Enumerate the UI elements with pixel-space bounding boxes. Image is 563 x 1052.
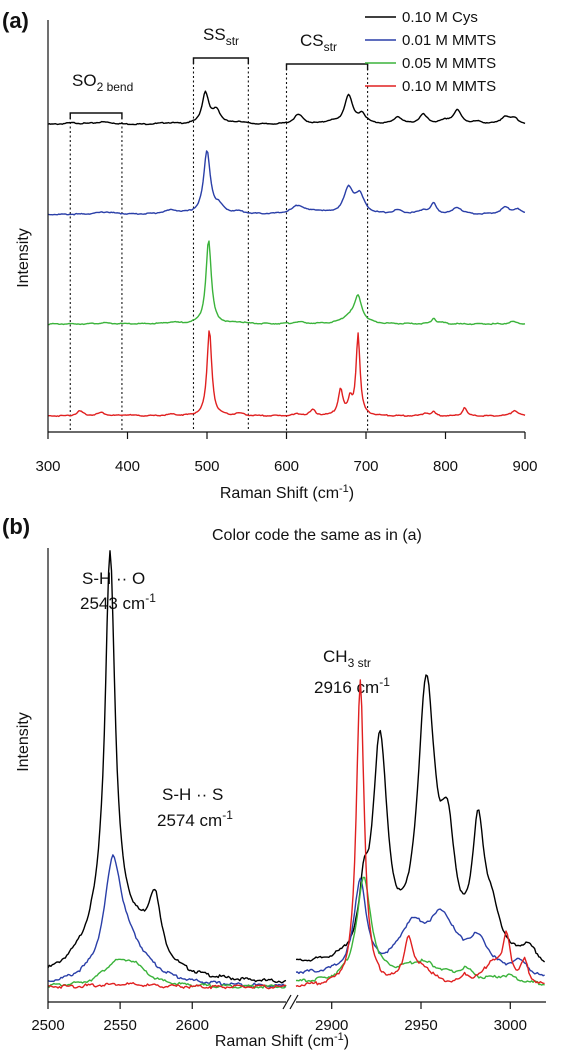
legend-label-005-mmts: 0.05 M MMTS	[402, 55, 496, 72]
legend-entry-005-mmts: 0.05 M MMTS	[365, 55, 496, 72]
annotation-bracket-1	[192, 57, 250, 64]
panel-a-x-axis-title: Raman Shift (cm-1)	[220, 483, 354, 502]
annotation-sh-s-label: S-H ·· S	[162, 785, 223, 804]
panel-b-tick-label-2950: 2950	[404, 1017, 437, 1034]
legend-label-cys: 0.10 M Cys	[402, 9, 478, 26]
panel-a-tick-label-300: 300	[35, 458, 60, 475]
panel-a-y-axis-title: Intensity	[15, 228, 32, 288]
panel-b-x-axis-title: Raman Shift (cm-1)	[215, 1031, 349, 1050]
annotation-sh-o-shift: 2543 cm-1	[80, 591, 156, 613]
annotation-ch3-shift: 2916 cm-1	[314, 675, 390, 697]
panel-a-trace-0	[47, 90, 526, 126]
panel-b: (b) Color code the same as in (a) S-H ··…	[2, 514, 546, 1050]
panel-b-y-axis-title: Intensity	[15, 712, 32, 772]
legend-label-001-mmts: 0.01 M MMTS	[402, 32, 496, 49]
panel-a-trace-2	[47, 240, 526, 326]
panel-b-trace-right-2	[295, 876, 545, 986]
panel-b-trace-left-0	[47, 550, 287, 984]
legend-entry-010-mmts: 0.10 M MMTS	[365, 78, 496, 95]
panel-a-x-ticks: 300 400 500 600 700 800 900	[35, 432, 538, 475]
panel-b-tick-label-2600: 2600	[176, 1017, 209, 1034]
panel-a-traces	[47, 90, 526, 418]
panel-b-x-ticks: 2500 2550 2600 2900 2950 3000	[31, 1002, 527, 1034]
panel-b-trace-right-1	[295, 877, 545, 977]
panel-a-tick-label-900: 900	[512, 458, 537, 475]
panel-b-tick-label-2550: 2550	[103, 1017, 136, 1034]
annotation-sh-o-label: S-H ·· O	[82, 569, 145, 588]
panel-b-tick-label-2900: 2900	[315, 1017, 348, 1034]
axis-break-marker	[282, 994, 299, 1010]
panel-b-tick-label-2500: 2500	[31, 1017, 64, 1034]
panel-b-trace-left-3	[47, 982, 287, 990]
panel-a-tick-label-400: 400	[115, 458, 140, 475]
panel-a-tick-label-500: 500	[194, 458, 219, 475]
panel-a: (a) SO2 bend SSstr CSstr 300 400 500 600 700…	[2, 8, 538, 502]
panel-b-trace-right-0	[295, 674, 546, 963]
panel-a-trace-1	[47, 150, 526, 216]
panel-b-tick-label-3000: 3000	[494, 1017, 527, 1034]
panel-b-trace-right-3	[295, 679, 545, 988]
annotation-so2-bend: SO2 bend	[72, 71, 133, 94]
panel-b-trace-left-1	[47, 854, 287, 988]
annotation-ch3-label: CH3 str	[323, 647, 371, 670]
panel-b-label: (b)	[2, 514, 30, 539]
legend: 0.10 M Cys 0.01 M MMTS 0.05 M MMTS 0.10 …	[365, 9, 496, 95]
panel-a-tick-label-800: 800	[433, 458, 458, 475]
panel-b-note: Color code the same as in (a)	[212, 527, 422, 544]
annotation-cs-str: CSstr	[300, 31, 337, 54]
panel-b-trace-left-2	[47, 958, 287, 989]
annotation-bracket-0	[69, 112, 123, 119]
annotation-bracket-2	[285, 63, 369, 70]
panel-a-tick-label-700: 700	[353, 458, 378, 475]
panel-b-traces	[47, 550, 546, 990]
axis-break-slash-2	[289, 994, 299, 1010]
panel-a-dotted-lines	[69, 58, 369, 432]
legend-label-010-mmts: 0.10 M MMTS	[402, 78, 496, 95]
legend-entry-001-mmts: 0.01 M MMTS	[365, 32, 496, 49]
panel-a-trace-3	[47, 330, 526, 418]
legend-entry-cys: 0.10 M Cys	[365, 9, 478, 26]
panel-a-tick-label-600: 600	[274, 458, 299, 475]
axis-break-slash-1	[282, 994, 292, 1010]
annotation-ss-str: SSstr	[203, 25, 239, 48]
panel-a-label: (a)	[2, 8, 29, 33]
panel-a-bracket-lines	[69, 57, 369, 119]
annotation-sh-s-shift: 2574 cm-1	[157, 808, 233, 830]
